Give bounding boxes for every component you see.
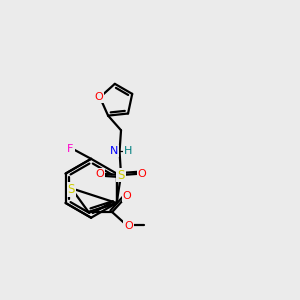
- Text: O: O: [94, 92, 103, 102]
- Text: N: N: [110, 146, 118, 156]
- Text: O: O: [122, 191, 131, 201]
- Text: O: O: [124, 221, 133, 231]
- Text: H: H: [124, 146, 133, 156]
- Text: O: O: [95, 169, 104, 178]
- Text: S: S: [68, 183, 75, 196]
- Text: S: S: [117, 169, 125, 182]
- Text: O: O: [138, 169, 147, 178]
- Text: F: F: [67, 143, 74, 154]
